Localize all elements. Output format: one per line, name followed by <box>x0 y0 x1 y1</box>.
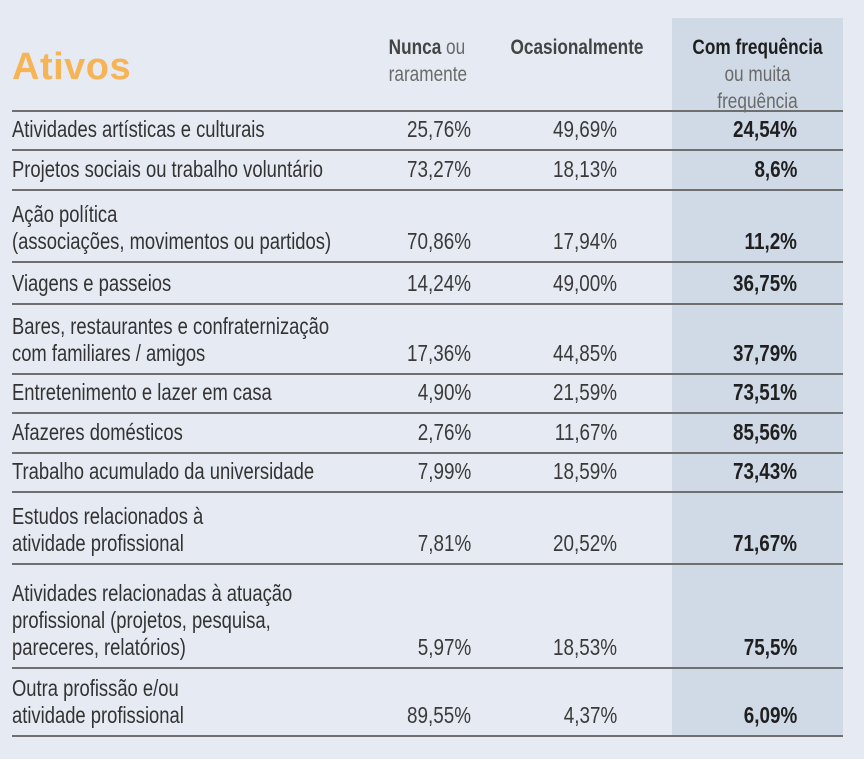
table-row: Entretenimento e lazer em casa 4,90% 21,… <box>12 373 843 412</box>
column-header-ocasionalmente: Ocasionalmente <box>504 34 650 61</box>
value-ocasionalmente: 18,13% <box>553 156 617 182</box>
page-title: Ativos <box>12 46 132 88</box>
value-frequencia: 71,67% <box>733 530 797 556</box>
row-label: Outra profissão e/ou atividade profissio… <box>12 675 184 728</box>
column-header-frequencia-line2: ou muita frequência <box>717 63 798 113</box>
value-frequencia: 11,2% <box>744 228 797 254</box>
row-label: Trabalho acumulado da universidade <box>12 458 315 484</box>
data-table: Atividades artísticas e culturais 25,76%… <box>12 110 843 737</box>
table-row: Trabalho acumulado da universidade 7,99%… <box>12 452 843 491</box>
row-label: Atividades relacionadas à atuação profis… <box>12 580 293 660</box>
table-row: Projetos sociais ou trabalho voluntário … <box>12 149 843 189</box>
value-nunca: 73,27% <box>407 156 471 182</box>
table-row: Estudos relacionados à atividade profiss… <box>12 491 843 563</box>
table-row: Ação política (associações, movimentos o… <box>12 189 843 261</box>
table-header: Ativos Nunca ou raramente Ocasionalmente… <box>0 0 864 113</box>
value-nunca: 7,81% <box>417 530 471 556</box>
row-label: Viagens e passeios <box>12 270 172 296</box>
value-nunca: 14,24% <box>407 270 471 296</box>
value-frequencia: 73,43% <box>733 458 797 484</box>
value-nunca: 89,55% <box>407 702 471 728</box>
value-ocasionalmente: 20,52% <box>553 530 617 556</box>
value-ocasionalmente: 18,53% <box>553 634 617 660</box>
value-nunca: 2,76% <box>417 419 471 445</box>
column-header-ocasionalmente-label: Ocasionalmente <box>510 36 644 59</box>
column-header-frequencia: Com frequência ou muita frequência <box>687 34 827 115</box>
value-nunca: 17,36% <box>407 340 471 366</box>
value-frequencia: 6,09% <box>743 702 797 728</box>
highlighted-column-background <box>672 18 843 735</box>
row-label: Atividades artísticas e culturais <box>12 116 265 142</box>
table-row: Atividades artísticas e culturais 25,76%… <box>12 110 843 149</box>
table-row: Atividades relacionadas à atuação profis… <box>12 563 843 667</box>
value-frequencia: 8,6% <box>754 156 797 182</box>
value-nunca: 7,99% <box>417 458 471 484</box>
value-ocasionalmente: 49,00% <box>553 270 617 296</box>
value-frequencia: 37,79% <box>733 340 797 366</box>
row-label: Bares, restaurantes e confraternização c… <box>12 313 330 366</box>
table-row: Viagens e passeios 14,24% 49,00% 36,75% <box>12 261 843 303</box>
value-frequencia: 85,56% <box>733 419 797 445</box>
row-label: Estudos relacionados à atividade profiss… <box>12 503 204 556</box>
row-label: Entretenimento e lazer em casa <box>12 379 272 405</box>
column-header-nunca-ou: ou <box>441 36 466 59</box>
value-nunca: 4,90% <box>417 379 471 405</box>
value-ocasionalmente: 44,85% <box>553 340 617 366</box>
value-ocasionalmente: 18,59% <box>553 458 617 484</box>
value-frequencia: 73,51% <box>733 379 797 405</box>
value-ocasionalmente: 49,69% <box>553 116 617 142</box>
column-header-nunca: Nunca ou raramente <box>364 34 492 88</box>
value-frequencia: 36,75% <box>733 270 797 296</box>
column-header-nunca-bold: Nunca <box>388 36 442 59</box>
table-row: Outra profissão e/ou atividade profissio… <box>12 667 843 737</box>
value-nunca: 25,76% <box>407 116 471 142</box>
value-frequencia: 24,54% <box>733 116 797 142</box>
row-label: Projetos sociais ou trabalho voluntário <box>12 156 323 182</box>
row-label: Ação política (associações, movimentos o… <box>12 201 332 254</box>
value-nunca: 5,97% <box>417 634 471 660</box>
value-frequencia: 75,5% <box>743 634 797 660</box>
column-header-frequencia-bold: Com frequência <box>692 36 823 59</box>
value-ocasionalmente: 4,37% <box>563 702 617 728</box>
table-row: Afazeres domésticos 2,76% 11,67% 85,56% <box>12 412 843 452</box>
value-ocasionalmente: 11,67% <box>554 419 617 445</box>
row-label: Afazeres domésticos <box>12 419 183 445</box>
value-ocasionalmente: 17,94% <box>553 228 617 254</box>
table-row: Bares, restaurantes e confraternização c… <box>12 303 843 373</box>
value-nunca: 70,86% <box>407 228 471 254</box>
column-header-nunca-line2: raramente <box>388 63 468 86</box>
value-ocasionalmente: 21,59% <box>553 379 617 405</box>
